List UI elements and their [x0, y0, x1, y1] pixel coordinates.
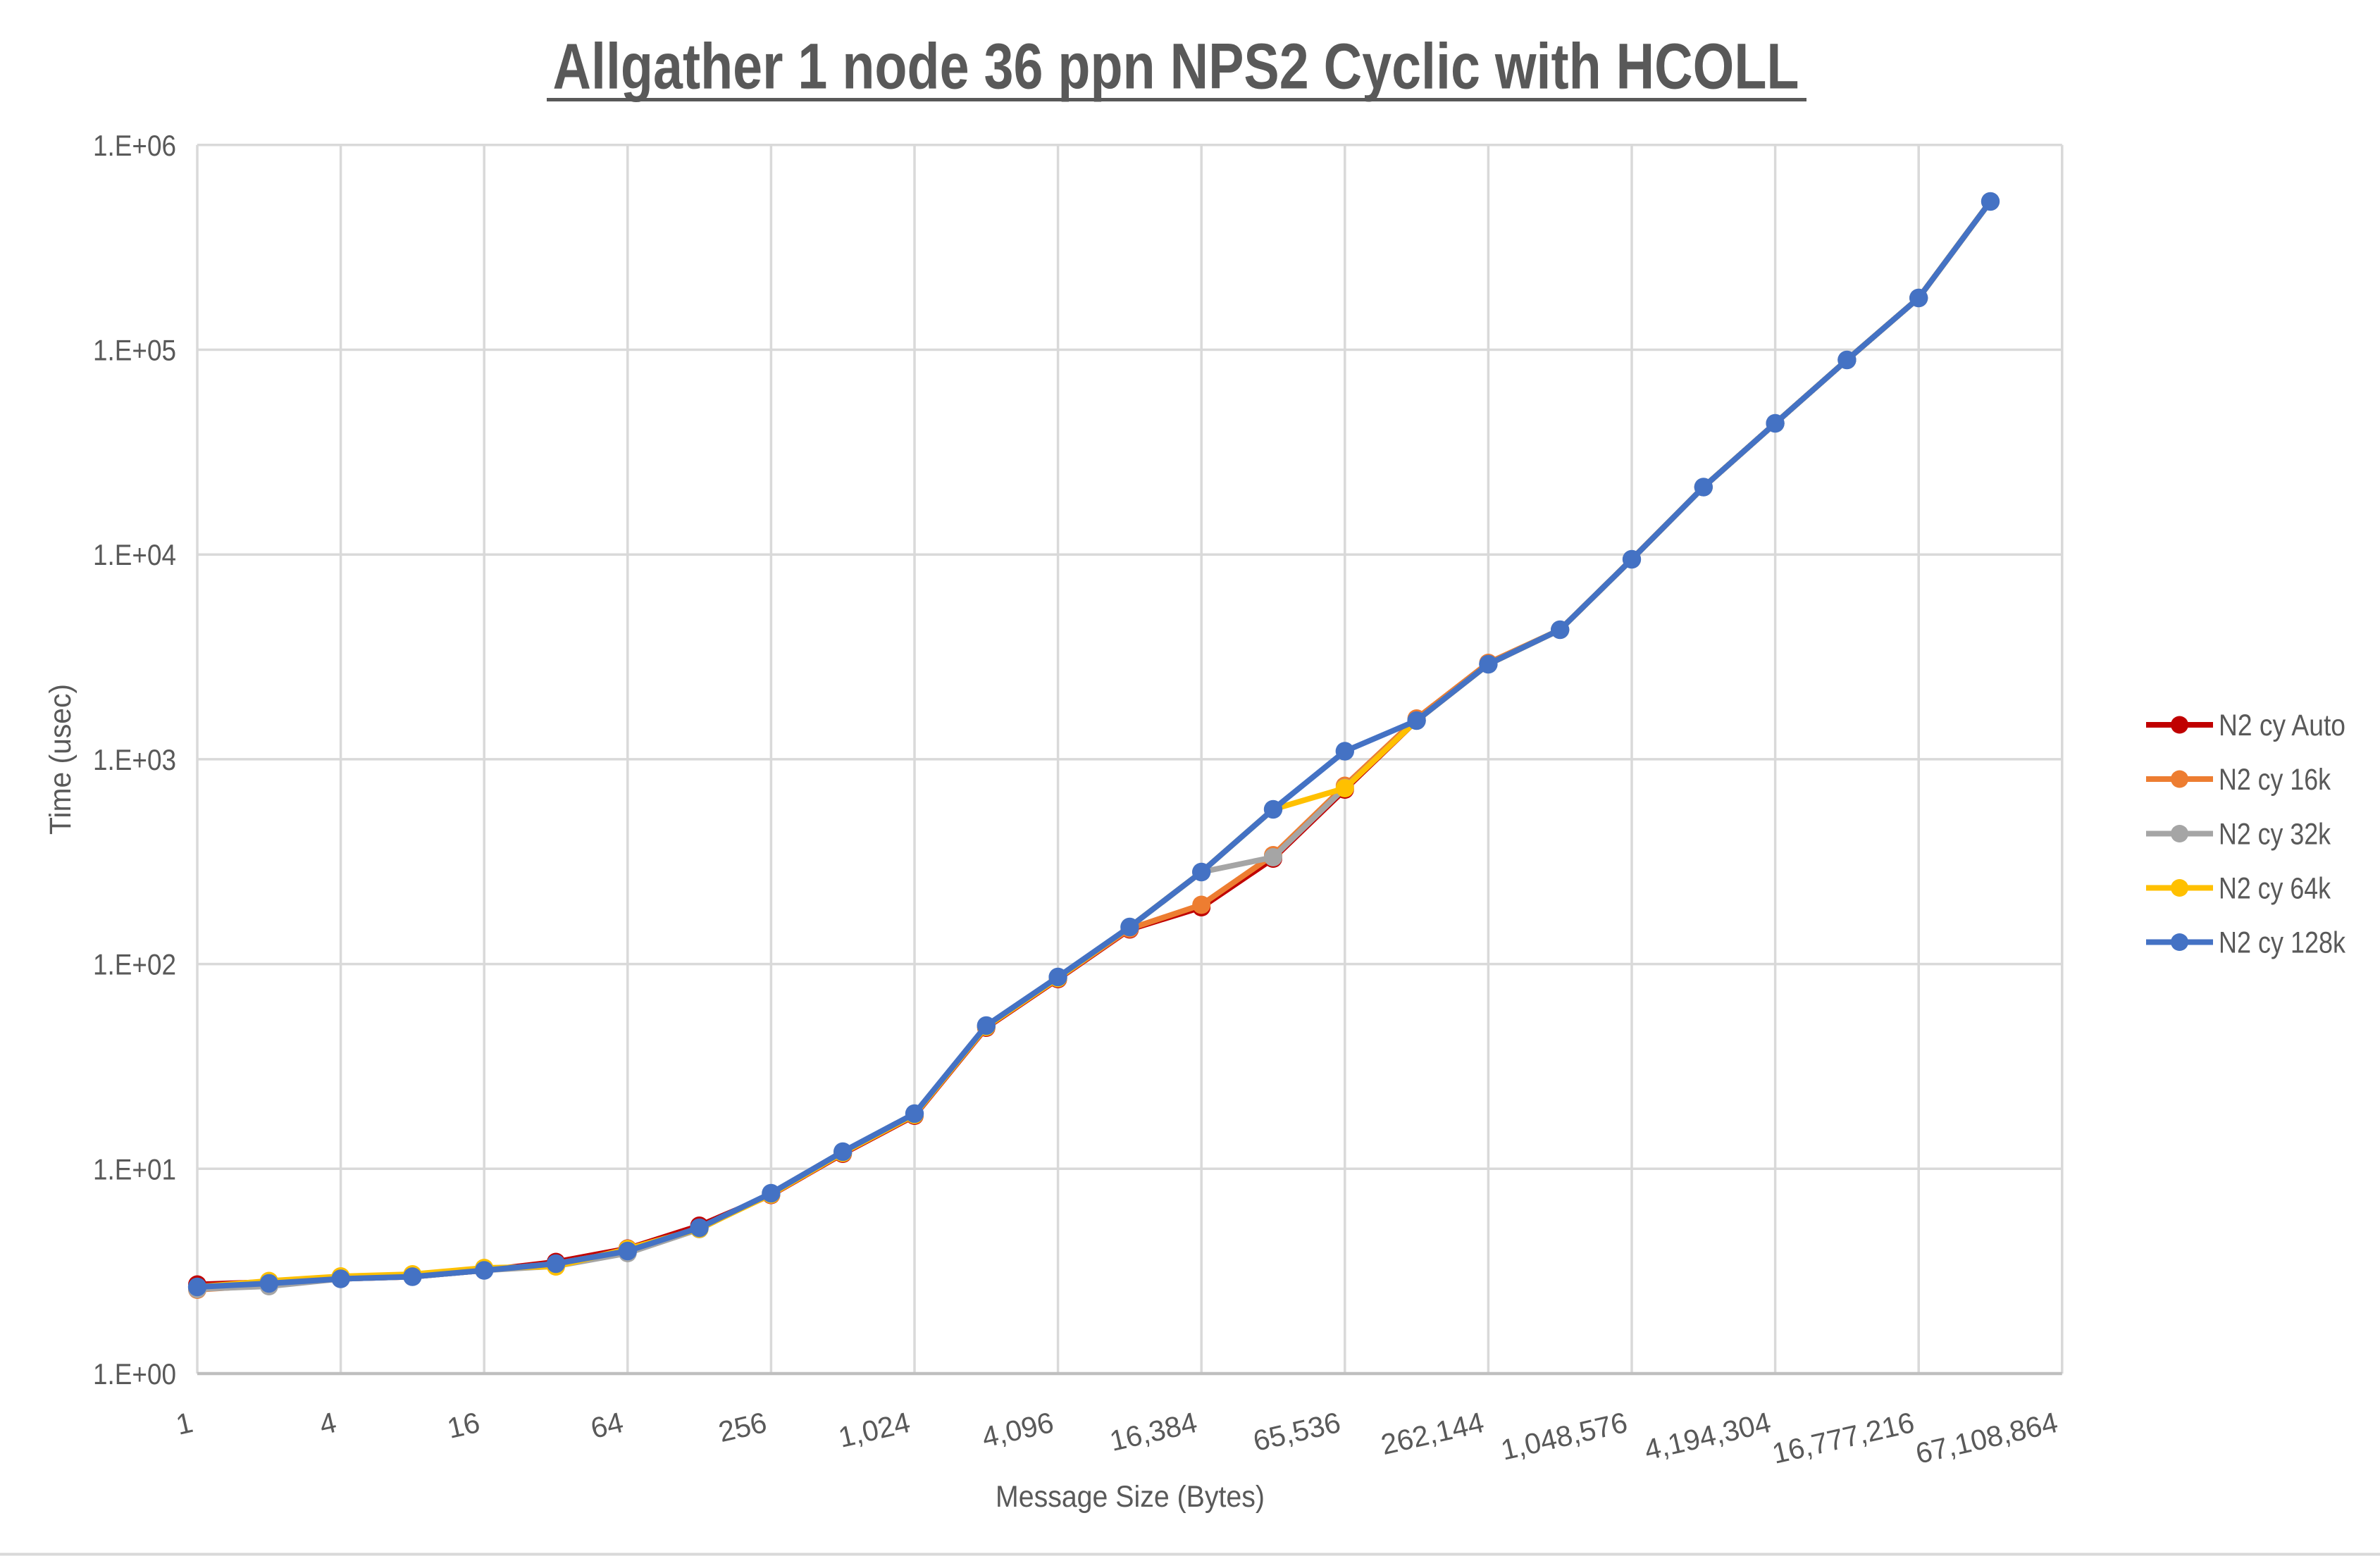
svg-text:N2 cy Auto: N2 cy Auto — [2219, 709, 2345, 742]
svg-text:N2 cy 64k: N2 cy 64k — [2219, 872, 2331, 906]
svg-text:1.E+05: 1.E+05 — [93, 334, 176, 367]
svg-text:Time (usec): Time (usec) — [44, 684, 78, 835]
svg-text:Allgather 1 node 36 ppn NPS2 C: Allgather 1 node 36 ppn NPS2 Cyclic with… — [553, 31, 1799, 103]
svg-text:16: 16 — [444, 1406, 483, 1445]
svg-text:1.E+00: 1.E+00 — [93, 1357, 176, 1390]
svg-text:N2 cy 16k: N2 cy 16k — [2219, 763, 2331, 797]
svg-text:N2 cy 32k: N2 cy 32k — [2219, 818, 2331, 852]
svg-text:N2 cy 128k: N2 cy 128k — [2219, 926, 2345, 960]
svg-text:64: 64 — [588, 1406, 626, 1445]
svg-text:Message Size (Bytes): Message Size (Bytes) — [996, 1480, 1265, 1514]
svg-text:1.E+03: 1.E+03 — [93, 743, 176, 776]
svg-text:1.E+01: 1.E+01 — [93, 1152, 176, 1185]
svg-text:1.E+02: 1.E+02 — [93, 948, 176, 981]
svg-text:1.E+06: 1.E+06 — [93, 129, 176, 162]
svg-text:1.E+04: 1.E+04 — [93, 538, 176, 571]
